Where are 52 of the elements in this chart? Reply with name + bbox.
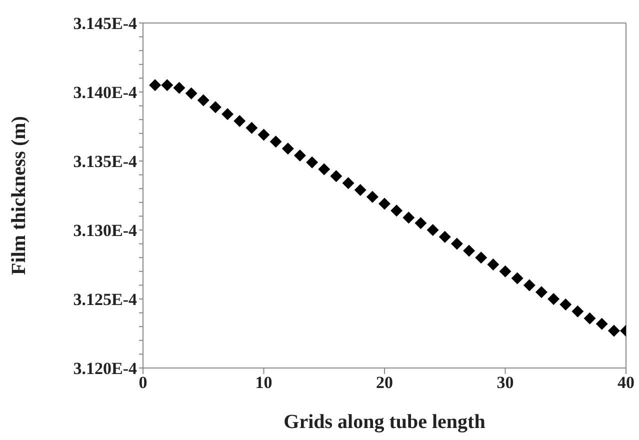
x-tick-label: 20 bbox=[376, 373, 393, 392]
point bbox=[487, 258, 500, 270]
point bbox=[342, 177, 354, 190]
y-tick-label: 3.140E-4 bbox=[73, 83, 138, 102]
point bbox=[378, 198, 390, 210]
point bbox=[294, 149, 306, 162]
point bbox=[535, 286, 548, 298]
point bbox=[438, 230, 451, 243]
y-tick-label: 3.145E-4 bbox=[73, 14, 138, 34]
point bbox=[414, 217, 427, 230]
point bbox=[366, 190, 378, 203]
point bbox=[185, 87, 198, 100]
x-tick-label: 40 bbox=[618, 373, 634, 392]
y-tick-label: 3.125E-4 bbox=[73, 290, 138, 310]
x-tick-label: 0 bbox=[138, 373, 148, 392]
point bbox=[354, 184, 366, 196]
point bbox=[149, 79, 162, 92]
point bbox=[282, 142, 294, 155]
point bbox=[572, 305, 584, 318]
point bbox=[209, 101, 222, 114]
point bbox=[222, 108, 234, 120]
y-tick-label: 3.130E-4 bbox=[73, 221, 138, 240]
x-tick-label: 30 bbox=[496, 373, 514, 392]
point bbox=[270, 136, 282, 148]
point bbox=[161, 79, 174, 92]
point bbox=[390, 204, 403, 217]
point bbox=[426, 224, 439, 236]
x-tick-label: 10 bbox=[255, 373, 272, 392]
point bbox=[560, 298, 572, 311]
point bbox=[548, 293, 560, 305]
point bbox=[318, 163, 330, 176]
point bbox=[246, 122, 258, 134]
point bbox=[306, 156, 318, 168]
point bbox=[197, 94, 210, 106]
point bbox=[511, 272, 524, 284]
point bbox=[463, 244, 476, 257]
point bbox=[475, 252, 488, 264]
point bbox=[499, 265, 512, 278]
y-tick-label: 3.120E-4 bbox=[73, 359, 138, 378]
y-axis-title: Film thickness (m) bbox=[8, 116, 30, 275]
point bbox=[258, 128, 270, 141]
point bbox=[450, 238, 463, 250]
y-tick-label: 3.135E-4 bbox=[73, 152, 138, 172]
point bbox=[608, 324, 620, 337]
point bbox=[584, 312, 596, 324]
x-axis-title: Grids along tube length bbox=[284, 411, 486, 433]
point bbox=[234, 114, 246, 127]
point bbox=[173, 82, 186, 94]
point bbox=[330, 170, 342, 182]
point bbox=[402, 212, 415, 224]
point bbox=[523, 279, 536, 292]
point bbox=[596, 318, 608, 330]
